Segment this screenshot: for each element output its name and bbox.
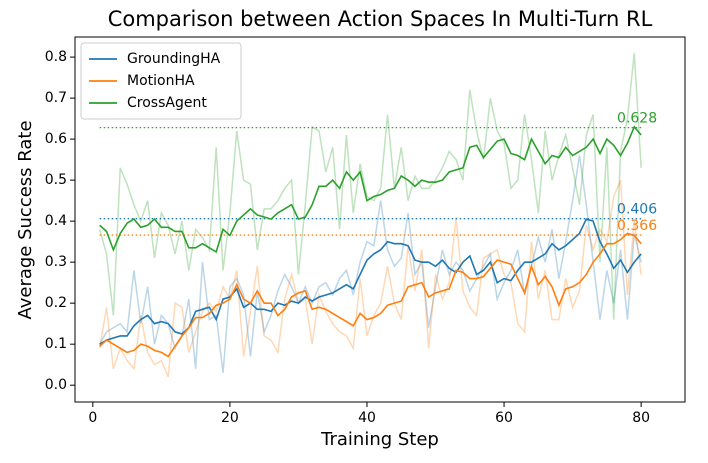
- x-tick-label: 20: [221, 410, 239, 426]
- x-axis-label: Training Step: [320, 429, 439, 450]
- line: [99, 232, 642, 358]
- y-tick-label: 0.8: [45, 49, 67, 65]
- y-tick-label: 0.2: [45, 295, 67, 311]
- legend-box: [80, 42, 242, 120]
- x-tick-label: 80: [632, 410, 650, 426]
- chart-title: Comparison between Action Spaces In Mult…: [108, 7, 653, 31]
- legend-label: MotionHA: [127, 73, 195, 89]
- raw-line: [99, 155, 642, 373]
- plot-frame: [74, 36, 686, 403]
- legend-label: GroundingHA: [127, 51, 221, 67]
- y-tick-label: 0.1: [45, 336, 67, 352]
- legend: GroundingHA MotionHA CrossAgent: [80, 42, 242, 120]
- reference-label: 0.366: [617, 218, 657, 234]
- y-tick-label: 0.5: [45, 172, 67, 188]
- x-tick-label: 0: [88, 410, 97, 426]
- x-tick-label: 60: [495, 410, 513, 426]
- raw-line: [98, 179, 642, 378]
- y-tick-label: 0.4: [45, 213, 67, 229]
- y-tick-label: 0.3: [45, 254, 67, 270]
- reference-label: 0.628: [617, 111, 657, 127]
- y-tick-label: 0.0: [45, 377, 67, 393]
- y-tick-label: 0.7: [45, 90, 67, 106]
- reference-label: 0.406: [617, 202, 657, 218]
- legend-label: CrossAgent: [127, 95, 207, 111]
- x-tick-label: 40: [358, 410, 376, 426]
- y-tick-label: 0.6: [45, 131, 67, 147]
- line: [99, 125, 642, 254]
- y-axis-label: Average Success Rate: [15, 120, 36, 319]
